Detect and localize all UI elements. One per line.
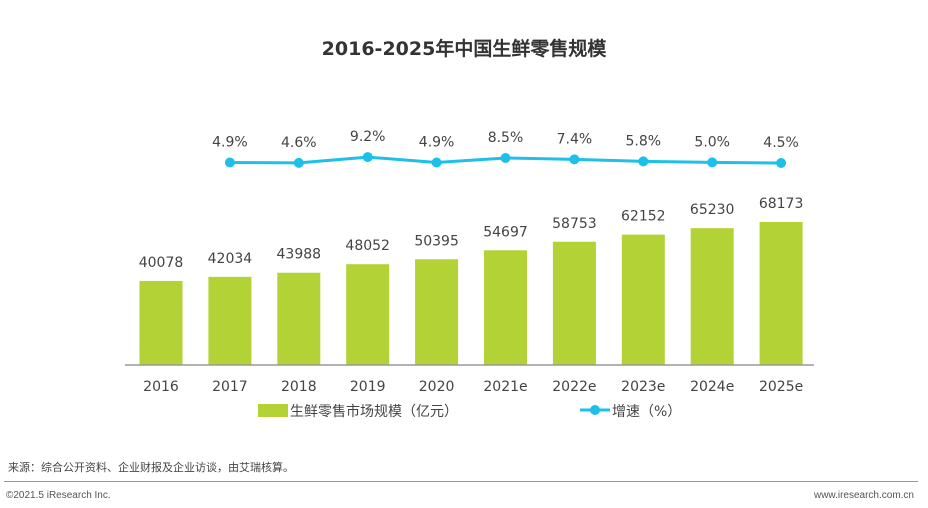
bar-value-label: 68173 <box>759 196 804 212</box>
bar-value-label: 62152 <box>621 209 666 225</box>
growth-label: 9.2% <box>350 129 386 145</box>
bar <box>208 276 252 365</box>
x-tick-label: 2019 <box>350 379 386 395</box>
bar <box>415 259 459 365</box>
bar <box>690 228 734 365</box>
growth-label: 8.5% <box>488 130 524 146</box>
footer-divider <box>4 481 918 482</box>
growth-point <box>500 153 511 163</box>
bar-value-label: 58753 <box>552 216 597 232</box>
growth-point <box>293 157 304 168</box>
bar <box>552 241 596 365</box>
x-tick-label: 2023e <box>621 379 665 395</box>
x-tick-label: 2018 <box>281 379 317 395</box>
x-tick-label: 2024e <box>690 379 734 395</box>
bar-value-label: 50395 <box>414 233 459 249</box>
legend-bar-label: 生鲜零售市场规模（亿元） <box>290 403 458 420</box>
source-note: 来源：综合公开资料、企业财报及企业访谈，由艾瑞核算。 <box>8 461 294 474</box>
bar-value-label: 65230 <box>690 202 735 218</box>
growth-label: 4.9% <box>419 135 455 151</box>
bar <box>277 272 321 365</box>
legend-line-marker <box>590 405 600 415</box>
copyright: ©2021.5 iResearch Inc. <box>6 490 111 501</box>
chart-title: 2016-2025年中国生鲜零售规模 <box>321 38 607 60</box>
growth-point <box>362 152 373 163</box>
x-tick-label: 2017 <box>212 379 248 395</box>
growth-point <box>224 157 235 168</box>
chart: 40078 2016 42034 2017 43988 2018 48052 2019 5039… <box>125 129 814 420</box>
bar-value-label: 54697 <box>483 224 528 240</box>
x-tick-label: 2021e <box>483 379 527 395</box>
legend-bar-swatch <box>258 404 288 417</box>
growth-point <box>638 156 649 167</box>
growth-point <box>431 157 442 168</box>
x-tick-label: 2016 <box>143 379 179 395</box>
x-tick-label: 2025e <box>759 379 803 395</box>
growth-label: 5.8% <box>626 133 662 149</box>
growth-label: 7.4% <box>557 131 593 147</box>
bar <box>139 280 183 365</box>
growth-label: 4.6% <box>281 135 317 151</box>
x-tick-label: 2020 <box>419 379 455 395</box>
bar-value-label: 42034 <box>208 251 253 267</box>
bar <box>759 222 803 365</box>
bar-value-label: 48052 <box>345 238 390 254</box>
growth-point <box>707 157 718 168</box>
growth-label: 4.9% <box>212 135 248 151</box>
growth-point <box>569 154 580 165</box>
bar <box>346 264 390 365</box>
website-link[interactable]: www.iresearch.com.cn <box>813 490 914 501</box>
growth-label: 5.0% <box>694 134 730 150</box>
bar-value-label: 43988 <box>277 247 322 263</box>
growth-point <box>776 158 787 168</box>
legend-line-label: 增速（%） <box>612 404 681 420</box>
bar <box>484 250 527 365</box>
growth-label: 4.5% <box>763 135 799 151</box>
bar <box>621 234 665 365</box>
x-tick-label: 2022e <box>552 379 596 395</box>
bar-value-label: 40078 <box>139 255 184 271</box>
